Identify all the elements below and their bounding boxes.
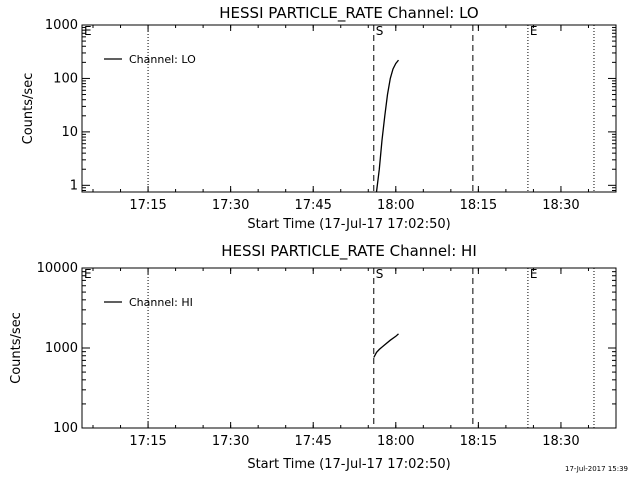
y-axis-label: Counts/sec [9,312,24,384]
plot-timestamp: 17-Jul-2017 15:39 [564,465,628,473]
x-tick-label: 18:15 [460,198,497,213]
x-tick-label: 17:15 [129,198,166,213]
y-tick-label: 1000 [45,341,78,356]
x-tick-label: 18:00 [377,434,414,449]
series-line [373,333,399,358]
x-tick-label: 17:30 [212,198,249,213]
chart-title: HESSI PARTICLE_RATE Channel: LO [219,4,478,23]
marker-label: S [376,24,384,38]
x-tick-label: 18:30 [542,198,579,213]
chart-panel-1: HESSI PARTICLE_RATE Channel: LO 17:15 17:3… [21,4,617,232]
legend-label: Channel: HI [129,296,193,309]
chart-title: HESSI PARTICLE_RATE Channel: HI [221,242,477,261]
x-tick-label: 17:30 [212,434,249,449]
plot-frame [81,24,617,193]
y-axis-label: Counts/sec [21,73,36,145]
chart-panel-2: HESSI PARTICLE_RATE Channel: HI 17:15 17:3… [9,242,617,472]
x-tick-label: 17:15 [129,434,166,449]
y-tick-label: 1000 [45,18,78,33]
series-line [375,59,400,193]
marker-label: S [376,267,384,281]
x-axis-label: Start Time (17-Jul-17 17:02:50) [247,457,450,472]
y-tick-label: 1 [70,178,78,193]
marker-label: E [84,267,92,281]
y-tick-label: 100 [53,421,78,436]
marker-label: E [84,24,92,38]
y-tick-label: 10 [61,125,78,140]
x-tick-label: 18:15 [460,434,497,449]
y-tick-label: 100 [53,71,78,86]
legend-label: Channel: LO [129,53,196,66]
x-tick-label: 17:45 [294,198,331,213]
marker-label: E [530,24,538,38]
plot-frame [81,267,617,429]
x-axis-label: Start Time (17-Jul-17 17:02:50) [247,217,450,232]
x-tick-label: 17:45 [294,434,331,449]
x-tick-label: 18:30 [542,434,579,449]
y-tick-label: 10000 [37,261,78,276]
marker-label: E [530,267,538,281]
x-tick-label: 18:00 [377,198,414,213]
